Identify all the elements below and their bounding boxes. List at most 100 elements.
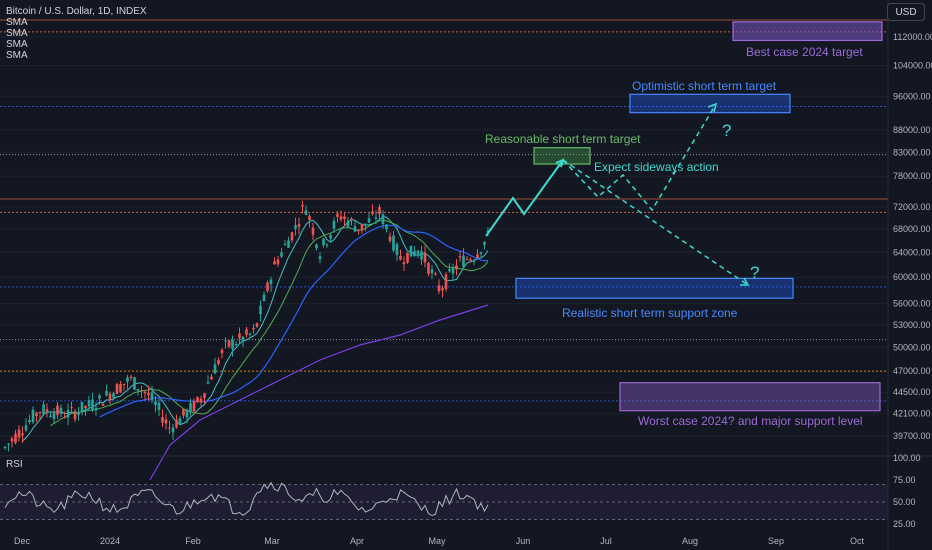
candle-body <box>290 232 294 241</box>
candle-body <box>437 285 441 292</box>
candle-body <box>52 413 56 419</box>
candle-body <box>413 250 416 256</box>
candle-body <box>140 390 143 392</box>
candle-body <box>479 252 483 254</box>
candle-body <box>213 364 217 374</box>
bullish-projection-arrow <box>485 159 564 237</box>
candle-body <box>483 241 486 245</box>
candle-body <box>423 252 427 263</box>
candle-body <box>248 333 252 335</box>
candle-body <box>420 251 423 260</box>
price-tick-label: 68000.00 <box>893 224 931 234</box>
candle-body <box>476 254 479 258</box>
indicator-sma-1[interactable]: SMA <box>6 17 28 28</box>
candle-body <box>311 227 315 235</box>
rsi-indicator-label[interactable]: RSI <box>6 459 23 470</box>
candles <box>3 200 490 452</box>
candle-body <box>178 418 182 424</box>
rsi-tick-label: 75.00 <box>893 475 916 485</box>
candle-body <box>161 416 164 423</box>
candle-body <box>196 397 199 402</box>
price-tick-label: 72000.00 <box>893 202 931 212</box>
candle-body <box>374 217 378 219</box>
candle-body <box>84 405 87 409</box>
candle-body <box>350 218 353 221</box>
candle-body <box>21 433 24 436</box>
chart-header: Bitcoin / U.S. Dollar, 1D, INDEX SMA SMA… <box>6 6 147 61</box>
time-tick-label: Jun <box>516 536 531 546</box>
candle-body <box>364 223 367 226</box>
question-mark-lower: ? <box>750 263 759 282</box>
worst-case-label: Worst case 2024? and major support level <box>638 414 863 428</box>
candle-body <box>472 260 476 262</box>
price-tick-label: 88000.00 <box>893 125 931 135</box>
time-tick-label: 2024 <box>100 536 120 546</box>
time-tick-label: May <box>428 536 446 546</box>
candle-body <box>185 410 189 418</box>
candle-body <box>262 294 266 302</box>
sma-slow-line <box>99 224 489 418</box>
candle-body <box>24 425 28 431</box>
candle-body <box>241 336 245 342</box>
candle-body <box>108 393 112 401</box>
price-tick-label: 96000.00 <box>893 91 931 101</box>
indicator-sma-4[interactable]: SMA <box>6 50 28 61</box>
indicator-sma-3[interactable]: SMA <box>6 39 28 50</box>
candle-body <box>332 221 336 229</box>
realistic-label: Realistic short term support zone <box>562 306 738 320</box>
candle-body <box>416 250 420 255</box>
candle-body <box>31 409 35 423</box>
candle-body <box>385 224 388 230</box>
candle-body <box>399 256 402 260</box>
candle-body <box>322 238 325 246</box>
rsi-tick-label: 100.00 <box>893 453 921 463</box>
reasonable-label: Reasonable short term target <box>485 132 641 146</box>
indicator-sma-2[interactable]: SMA <box>6 28 28 39</box>
candle-body <box>255 323 259 327</box>
symbol-title: Bitcoin / U.S. Dollar, 1D, INDEX <box>6 6 147 17</box>
candle-body <box>444 274 448 290</box>
candle-body <box>189 403 192 413</box>
candle-body <box>87 400 91 407</box>
best-case-zone <box>732 21 883 42</box>
candle-body <box>280 252 283 257</box>
candle-body <box>122 383 126 385</box>
candle-body <box>448 268 451 272</box>
candle-body <box>402 262 406 265</box>
time-tick-label: Mar <box>264 536 280 546</box>
candle-body <box>10 438 14 442</box>
currency-button[interactable]: USD <box>887 3 925 21</box>
candle-body <box>353 226 357 232</box>
time-tick-label: Apr <box>350 536 364 546</box>
price-tick-label: 50000.00 <box>893 342 931 352</box>
candle-body <box>294 225 297 229</box>
price-axis: 112000.00 104000.00 96000.00 88000.00 83000.… <box>887 0 932 550</box>
candle-body <box>66 409 70 418</box>
candle-body <box>38 412 42 414</box>
candle-body <box>269 279 273 285</box>
candle-body <box>395 244 399 256</box>
candle-body <box>458 256 462 258</box>
price-tick-label: 64000.00 <box>893 247 931 257</box>
candle-body <box>318 256 322 260</box>
candle-body <box>325 244 329 246</box>
candle-body <box>388 236 392 242</box>
candle-body <box>101 403 105 406</box>
candle-body <box>154 401 157 405</box>
candle-body <box>112 393 115 398</box>
candle-body <box>91 399 94 410</box>
price-tick-label: 78000.00 <box>893 171 931 181</box>
candle-body <box>266 282 269 291</box>
candle-body <box>147 392 150 396</box>
candle-body <box>227 340 231 347</box>
price-tick-label: 83000.00 <box>893 147 931 157</box>
candle-body <box>77 412 80 415</box>
candle-body <box>136 389 140 391</box>
projection-arrows <box>485 102 750 286</box>
candle-body <box>150 392 154 401</box>
candle-body <box>392 235 395 251</box>
candle-body <box>238 333 241 339</box>
realistic-zone <box>515 277 794 299</box>
time-tick-label: Aug <box>682 536 698 546</box>
